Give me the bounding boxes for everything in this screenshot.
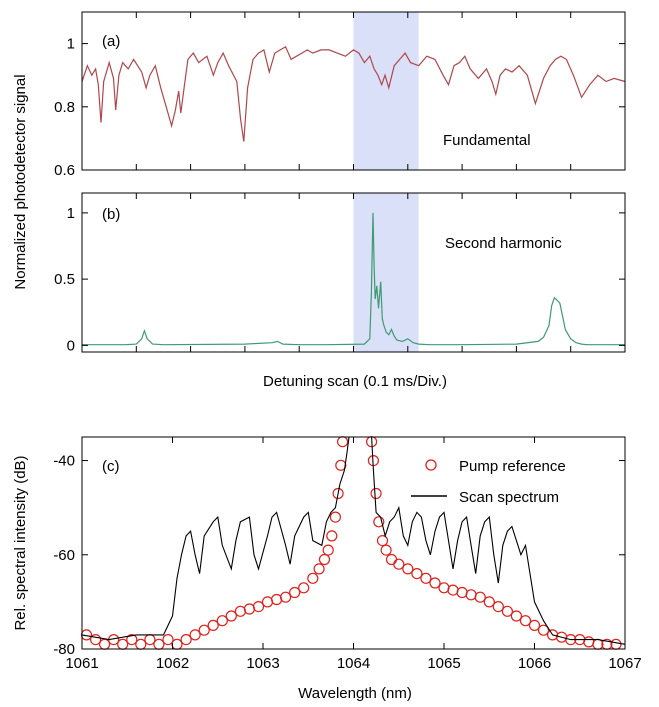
pump-reference-marker xyxy=(537,624,550,636)
y-tick-label-c: -60 xyxy=(53,547,75,564)
y-ticks-a: 0.6 0.8 1 xyxy=(54,36,625,179)
pump-reference-marker xyxy=(298,582,310,594)
series-label-fundamental: Fundamental xyxy=(443,132,531,149)
y-tick-label-b: 0 xyxy=(67,337,75,354)
x-tick-label-c: 1061 xyxy=(65,655,98,672)
pump-reference-marker xyxy=(335,459,347,471)
pump-reference-marker xyxy=(135,638,147,650)
x-tick-label-c: 1065 xyxy=(427,655,460,672)
pump-reference-marker xyxy=(411,567,423,580)
pump-reference-marker xyxy=(171,638,183,650)
y-tick-label-a: 1 xyxy=(67,36,75,53)
pump-reference-marker xyxy=(373,516,385,528)
x-tick-label-c: 1063 xyxy=(246,655,279,672)
pump-reference-marker xyxy=(144,633,156,646)
pump-reference-marker xyxy=(329,511,341,523)
pump-reference-marker xyxy=(261,596,274,608)
pump-reference-marker xyxy=(313,563,325,575)
pump-reference-marker xyxy=(243,603,255,615)
pump-reference-marker xyxy=(483,596,495,608)
pump-reference-marker xyxy=(376,534,389,547)
pump-reference-marker xyxy=(162,633,174,646)
pump-reference-marker xyxy=(528,619,541,632)
pump-reference-marker xyxy=(252,600,265,613)
pump-reference-marker xyxy=(322,544,334,556)
x-ticks-a xyxy=(135,12,572,170)
panel-c: -80 -60 -40 1061 1062 1063 1064 1065 1066 1067 (… xyxy=(12,436,642,702)
pump-reference-marker xyxy=(318,553,331,566)
y-ticks-c: -80 -60 -40 xyxy=(53,453,625,658)
legend-label-pump-reference: Pump reference xyxy=(459,458,566,475)
pump-reference-marker xyxy=(420,572,432,584)
pump-reference-marker xyxy=(280,591,292,603)
legend-label-scan-spectrum: Scan spectrum xyxy=(459,489,559,506)
highlight-band-b xyxy=(353,193,419,352)
x-tick-label-c: 1066 xyxy=(518,655,551,672)
pump-reference-marker xyxy=(198,624,210,636)
panel-label-c: (c) xyxy=(102,458,120,475)
series-line-fundamental xyxy=(81,45,626,142)
pump-reference-marker xyxy=(225,610,237,622)
y-tick-label-a: 0.6 xyxy=(54,162,75,179)
pump-reference-marker xyxy=(492,600,504,613)
series-line-scan-spectrum xyxy=(81,436,626,645)
pump-reference-marker xyxy=(89,633,102,646)
pump-reference-marker xyxy=(510,610,523,622)
x-axis-label-ab: Detuning scan (0.1 ms/Div.) xyxy=(263,373,447,390)
pump-reference-marker xyxy=(370,487,382,500)
series-line-second-harmonic xyxy=(82,212,625,346)
highlight-band-a xyxy=(353,12,419,170)
x-axis-label-c: Wavelength (nm) xyxy=(298,685,412,702)
pump-reference-marker xyxy=(393,558,405,570)
pump-reference-marker xyxy=(271,593,283,606)
pump-reference-marker xyxy=(180,633,192,646)
y-tick-label-a: 0.8 xyxy=(54,99,75,116)
pump-reference-marker xyxy=(98,638,111,650)
pump-reference-marker xyxy=(234,605,246,617)
pump-reference-marker xyxy=(474,591,486,603)
pump-reference-marker xyxy=(126,633,138,646)
y-tick-label-b: 1 xyxy=(67,205,75,222)
x-ticks-b xyxy=(135,193,572,352)
y-tick-label-c: -40 xyxy=(53,453,75,470)
y-axis-label-c: Rel. spectral intensity (dB) xyxy=(12,455,29,630)
pump-reference-marker xyxy=(438,582,450,594)
pump-reference-marker xyxy=(117,638,129,650)
pump-reference-marker xyxy=(465,589,477,601)
pump-reference-marker xyxy=(289,586,301,599)
x-tick-label-c: 1064 xyxy=(337,655,370,672)
pump-reference-marker xyxy=(583,636,595,648)
pump-reference-marker xyxy=(189,629,201,641)
pump-reference-marker xyxy=(380,544,392,556)
y-ticks-b: 00.51 xyxy=(54,205,625,354)
series-label-second-harmonic: Second harmonic xyxy=(445,235,562,252)
pump-reference-marker xyxy=(519,615,532,627)
panel-label-a: (a) xyxy=(102,33,120,50)
pump-reference-marker xyxy=(216,615,228,627)
pump-reference-marker xyxy=(447,584,459,596)
pump-reference-marker xyxy=(332,487,344,500)
panel-a: 0.6 0.8 1 (a) Fundamental xyxy=(54,11,626,179)
y-tick-label-c: -80 xyxy=(53,641,75,658)
pump-reference-marker xyxy=(153,638,165,650)
panel-b: 00.51 (b) Second harmonic xyxy=(54,192,626,354)
pump-reference-marker xyxy=(307,572,319,584)
y-axis-label-ab: Normalized photodetector signal xyxy=(12,74,29,289)
pump-reference-marker xyxy=(501,605,513,617)
x-tick-label-c: 1067 xyxy=(608,655,641,672)
pump-reference-marker xyxy=(207,619,219,632)
pump-reference-marker xyxy=(337,436,349,448)
pump-reference-marker xyxy=(385,553,398,566)
pump-reference-marker xyxy=(429,577,441,589)
pump-reference-marker xyxy=(402,563,414,575)
panel-label-b: (b) xyxy=(102,206,120,223)
legend-marker-pump-reference xyxy=(425,459,437,471)
y-tick-label-b: 0.5 xyxy=(54,271,75,288)
legend-c: Pump reference Scan spectrum xyxy=(411,458,566,506)
x-ticks-c: 1061 1062 1063 1064 1065 1066 1067 xyxy=(65,437,642,672)
pump-reference-marker xyxy=(326,530,338,542)
x-tick-label-c: 1062 xyxy=(156,655,189,672)
pump-reference-marker xyxy=(456,586,468,599)
